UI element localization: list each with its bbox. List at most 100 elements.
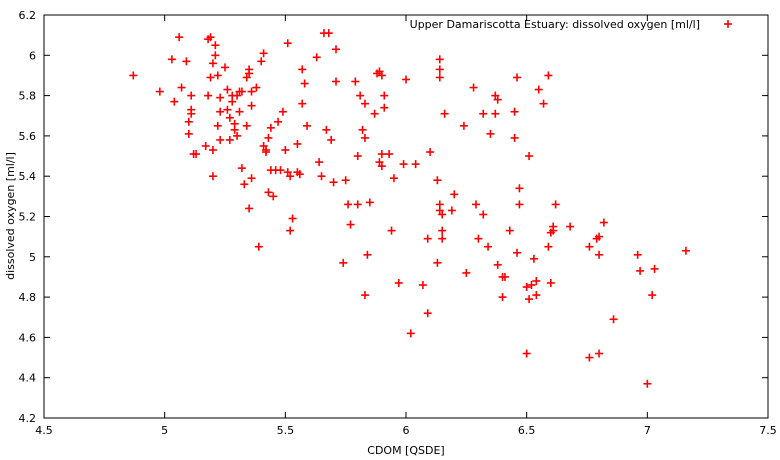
data-point <box>221 63 229 72</box>
data-point <box>411 160 420 169</box>
data-point <box>264 188 273 197</box>
data-point <box>532 291 541 300</box>
data-point <box>351 77 360 86</box>
data-point <box>525 295 534 304</box>
data-point <box>387 226 396 235</box>
data-point <box>375 158 384 167</box>
y-tick-label: 5.8 <box>19 90 37 103</box>
data-point <box>204 91 213 100</box>
data-point <box>406 329 415 338</box>
y-tick-label: 4.4 <box>19 372 37 385</box>
data-point <box>356 91 365 100</box>
data-point <box>283 168 292 177</box>
data-point <box>206 33 215 42</box>
data-point <box>544 242 553 251</box>
data-point <box>363 250 372 259</box>
data-point <box>247 87 256 96</box>
data-point <box>549 222 558 231</box>
data-point <box>245 65 254 74</box>
data-point <box>211 51 220 60</box>
data-point <box>257 57 266 66</box>
data-point <box>281 146 290 155</box>
data-point <box>479 210 488 219</box>
data-point <box>208 59 217 68</box>
data-point <box>493 95 502 104</box>
data-point <box>293 139 302 148</box>
data-point <box>522 283 531 292</box>
data-point <box>426 148 435 157</box>
data-point <box>262 148 271 157</box>
y-tick-label: 6 <box>29 49 36 62</box>
y-tick-label: 4.8 <box>19 291 37 304</box>
data-point <box>237 164 246 173</box>
data-point <box>438 210 447 219</box>
data-point <box>211 41 220 50</box>
data-point <box>327 135 336 144</box>
x-tick-label: 7 <box>644 424 651 437</box>
data-point <box>286 226 295 235</box>
data-point <box>329 178 338 187</box>
plot-frame <box>43 14 769 419</box>
data-point <box>240 180 249 189</box>
y-tick-label: 5.2 <box>19 211 37 224</box>
x-tick-label: 4.5 <box>35 424 53 437</box>
data-point <box>223 85 232 94</box>
data-point <box>462 268 471 277</box>
data-point <box>155 87 164 96</box>
data-point <box>206 73 215 82</box>
data-point <box>385 150 394 159</box>
data-point <box>252 83 261 92</box>
data-point <box>353 152 362 161</box>
data-point <box>298 65 307 74</box>
data-point <box>595 250 604 259</box>
data-point <box>609 315 618 324</box>
data-point <box>317 172 326 181</box>
data-point <box>599 218 608 227</box>
data-point <box>283 39 292 48</box>
data-point <box>129 71 138 80</box>
data-point <box>450 190 459 199</box>
data-point <box>278 107 287 116</box>
data-point <box>266 123 275 132</box>
axis-ticks: 4.5 5 5.5 6 6.5 7 7.5 4.2 4.4 4.6 4.8 5 5.2 5.4 5.6 5.8… <box>19 9 777 437</box>
data-point <box>269 192 278 201</box>
legend: Upper Damariscotta Estuary: dissolved ox… <box>410 18 732 31</box>
data-point <box>513 248 522 257</box>
data-point <box>648 291 657 300</box>
data-point <box>493 260 502 269</box>
data-point <box>539 99 548 108</box>
data-point <box>551 200 560 209</box>
data-point <box>636 266 645 275</box>
data-point <box>213 121 222 130</box>
data-point <box>389 174 398 183</box>
data-point <box>438 226 447 235</box>
data-point <box>303 121 312 130</box>
y-tick-label: 6.2 <box>19 9 37 22</box>
data-point <box>235 107 244 116</box>
data-point <box>225 135 234 144</box>
data-point <box>534 85 543 94</box>
data-point <box>230 119 239 128</box>
x-tick-label: 6 <box>403 424 410 437</box>
data-point <box>346 220 355 229</box>
data-point <box>595 232 604 241</box>
data-point <box>433 176 442 185</box>
data-point <box>322 125 331 134</box>
data-point <box>643 379 652 388</box>
data-point <box>298 99 307 108</box>
data-point <box>312 53 321 62</box>
data-point <box>529 254 538 263</box>
data-point <box>546 278 555 287</box>
data-point <box>201 141 210 150</box>
data-point <box>377 162 386 171</box>
y-tick-label: 5.6 <box>19 130 37 143</box>
data-point <box>177 83 186 92</box>
data-point <box>435 206 444 215</box>
data-point <box>288 214 297 223</box>
data-point <box>274 117 283 126</box>
data-point <box>216 93 225 102</box>
data-point <box>208 146 217 155</box>
data-point <box>225 113 234 122</box>
data-point <box>394 278 403 287</box>
